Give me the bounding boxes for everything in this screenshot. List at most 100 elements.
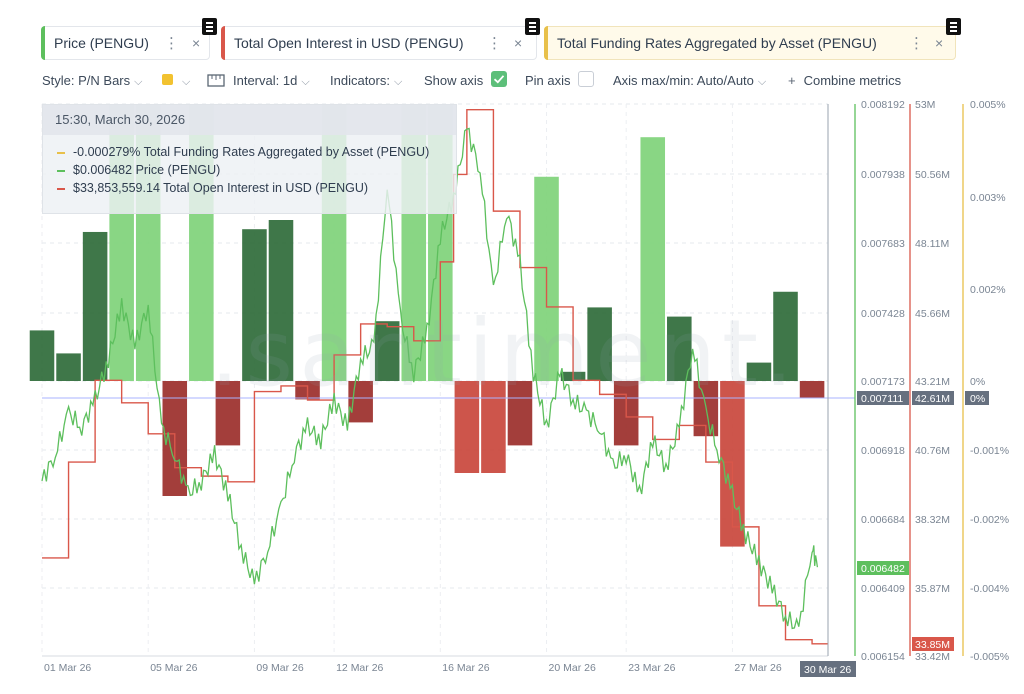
funding-axis-tick: -0.005% [970,651,1009,663]
tooltip-date: 15:30, March 30, 2026 [43,105,456,135]
funding-axis-tick: -0.002% [970,514,1009,526]
price-current-badge [857,391,909,405]
price-axis-tick: 0.006918 [861,445,905,457]
tooltip-row-funding: -0.000279% Total Funding Rates Aggregate… [43,143,456,161]
combine-metrics-label: Combine metrics [803,73,902,88]
funding-bar [773,291,798,381]
series-dash [57,169,65,172]
color-swatch[interactable] [162,74,173,85]
kebab-menu-icon[interactable]: ⋮ [487,35,502,52]
metric-tab-price[interactable]: Price (PENGU) ⋮ × [41,18,217,60]
checkmark-icon [493,75,505,84]
axis-maxmin-dropdown[interactable]: Axis max/min: Auto/Auto ⌵ [613,73,766,89]
close-icon[interactable]: × [935,35,944,51]
metric-tab-label: Total Funding Rates Aggregated by Asset … [557,35,877,51]
price-series [41,127,819,630]
oi-current-label: 42.61M [915,393,950,405]
metric-tab-label: Price (PENGU) [54,35,149,51]
price-axis-tick: 0.007683 [861,238,905,250]
metric-stack-icon [525,18,540,35]
show-axis-checkbox[interactable] [491,71,507,87]
funding-axis-tick: 0.002% [970,284,1006,296]
tooltip-label: Total Funding Rates Aggregated by Asset … [143,145,430,159]
oi-axis-tick: 53M [915,99,935,111]
funding-bar [56,353,81,381]
x-axis-tick: 01 Mar 26 [44,662,91,674]
metric-tab-label: Total Open Interest in USD (PENGU) [234,35,464,51]
price-axis-tick: 0.007173 [861,376,905,388]
price-axis-tick: 0.007938 [861,169,905,181]
interval-dropdown[interactable]: Interval: 1d ⌵ [207,73,310,89]
metric-tabs: Price (PENGU) ⋮ × Total Open Interest in… [0,18,1024,64]
price-axis-tick: 0.008192 [861,99,905,111]
funding-bar [268,220,294,381]
chart-toolbar: Style: P/N Bars ⌵ ⌵ Interval: 1d ⌵ Indicat… [0,70,1024,92]
plus-icon: + [788,73,796,88]
oi-axis-tick: 35.87M [915,583,950,595]
funding-bar [799,381,825,398]
funding-axis-tick: 0.003% [970,192,1006,204]
tooltip-label: Price (PENGU) [135,163,221,177]
chart-axes: 0.008192 0.007938 0.007683 0.007428 0.007173… [44,99,1009,677]
metric-tab-accent [544,26,548,60]
x-current-label: 30 Mar 26 [804,664,851,676]
pin-axis-checkbox[interactable] [578,71,594,87]
funding-current-badge [965,391,989,405]
indicators-label: Indicators: [330,73,390,88]
x-axis-tick: 23 Mar 26 [628,662,675,674]
chevron-down-icon: ⌵ [134,76,143,88]
price-axis-tick: 0.007428 [861,308,905,320]
tooltip-row-price: $0.006482 Price (PENGU) [43,161,456,179]
series-dash [57,151,65,154]
oi-axis-tick: 38.32M [915,514,950,526]
color-dropdown[interactable]: ⌵ [178,73,190,89]
oi-axis-tick: 33.42M [915,651,950,663]
tooltip-value: -0.000279% [73,145,141,159]
price-last-badge [857,561,909,575]
price-current-label: 0.007111 [861,393,903,405]
funding-bar [374,321,400,381]
chevron-down-icon: ⌵ [301,76,310,88]
funding-bar [481,381,506,473]
price-axis-tick: 0.006154 [861,651,905,663]
funding-bar [82,231,108,381]
x-axis-tick: 20 Mar 26 [549,662,596,674]
ruler-icon [207,74,225,87]
oi-last-badge [912,637,954,651]
x-axis-tick: 16 Mar 26 [442,662,489,674]
open-interest-series [42,108,828,645]
oi-axis-tick: 45.66M [915,308,950,320]
metric-tab-funding-rates[interactable]: Total Funding Rates Aggregated by Asset … [544,18,961,60]
x-axis-tick: 12 Mar 26 [336,662,383,674]
funding-bar [242,229,267,381]
oi-current-badge [912,391,954,405]
price-axis-tick: 0.006409 [861,583,905,595]
funding-bar [507,381,533,446]
indicators-dropdown[interactable]: Indicators: ⌵ [330,73,402,89]
oi-last-label: 33.85M [915,639,950,651]
combine-metrics-button[interactable]: + Combine metrics [788,73,901,88]
metric-tab-open-interest[interactable]: Total Open Interest in USD (PENGU) ⋮ × [221,18,540,60]
x-axis-tick: 05 Mar 26 [150,662,197,674]
chart-tooltip: 15:30, March 30, 2026 -0.000279% Total F… [42,104,457,214]
series-dash [57,187,65,190]
tooltip-value: $0.006482 [73,163,133,177]
oi-axis-tick: 50.56M [915,169,950,181]
kebab-menu-icon[interactable]: ⋮ [909,35,924,52]
price-axis-tick: 0.006684 [861,514,905,526]
kebab-menu-icon[interactable]: ⋮ [164,35,179,52]
tooltip-label: Total Open Interest in USD (PENGU) [163,181,369,195]
close-icon[interactable]: × [192,35,201,51]
price-line [41,127,819,630]
metric-tab-accent [221,26,225,60]
metric-tab-accent [41,26,45,60]
close-icon[interactable]: × [514,35,523,51]
funding-axis-tick: 0% [970,376,985,388]
axis-maxmin-label: Axis max/min: Auto/Auto [613,73,754,88]
x-axis-tick: 27 Mar 26 [734,662,781,674]
oi-axis-tick: 40.76M [915,445,950,457]
interval-label: Interval: 1d [233,73,298,88]
x-axis-tick: 09 Mar 26 [256,662,303,674]
chevron-down-icon: ⌵ [182,76,191,88]
style-dropdown[interactable]: Style: P/N Bars ⌵ [42,73,142,89]
